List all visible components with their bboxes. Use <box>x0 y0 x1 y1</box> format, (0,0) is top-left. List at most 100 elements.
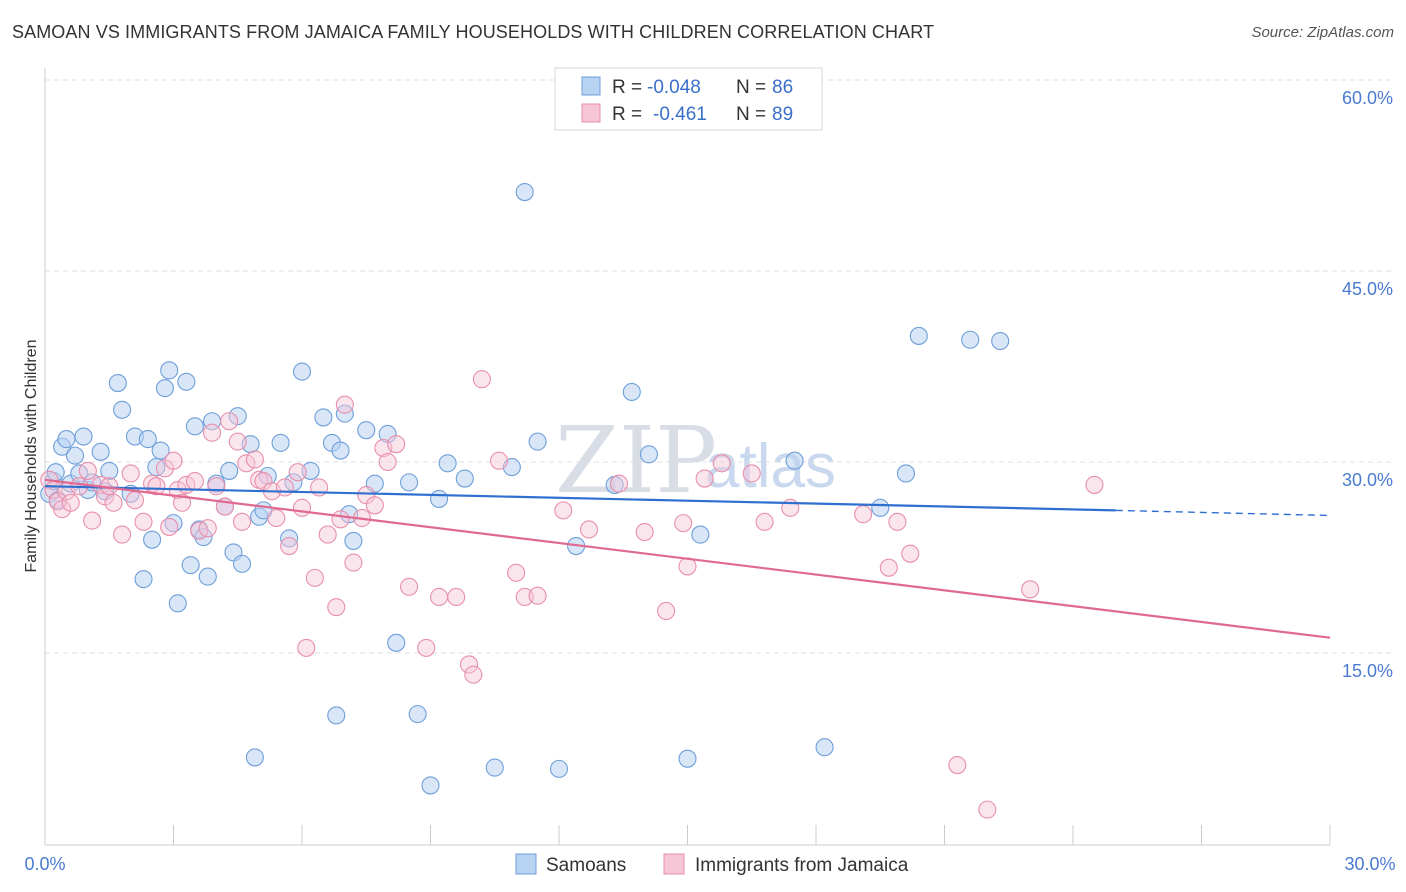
samoans-point <box>232 554 252 573</box>
jamaica-point <box>609 474 629 493</box>
jamaica-point <box>275 478 294 497</box>
jamaica-point <box>879 558 898 577</box>
jamaica-point <box>888 512 907 531</box>
bottom-legend-swatch-samoans <box>515 853 537 875</box>
samoans-point <box>301 461 320 480</box>
samoans-point <box>549 759 569 778</box>
jamaica-point <box>220 412 239 431</box>
watermark-atlas: atlas <box>705 432 836 501</box>
jamaica-point <box>327 598 346 617</box>
samoans-point <box>528 432 547 451</box>
samoans-point <box>815 738 834 757</box>
samoans-point <box>515 183 534 202</box>
samoans-point <box>622 382 641 402</box>
jamaica-point <box>447 587 466 607</box>
jamaica-point <box>674 514 693 533</box>
legend-samoans-r-label: R = <box>612 77 642 98</box>
samoans-point <box>74 427 93 446</box>
samoans-point <box>961 330 980 349</box>
samoans-point <box>134 570 153 589</box>
samoans-point <box>271 433 290 452</box>
jamaica-point <box>489 451 509 470</box>
samoans-trend-extension <box>1115 509 1331 517</box>
jamaica-point <box>365 496 384 515</box>
samoans-point <box>357 421 376 440</box>
trend-lines <box>44 478 1331 639</box>
legend-samoans-r-value: -0.048 <box>647 77 701 98</box>
jamaica-point <box>203 423 222 442</box>
samoans-point <box>220 461 239 480</box>
jamaica-trend-line <box>44 478 1331 639</box>
y-tick-label-2: 45.0% <box>1342 279 1393 299</box>
samoans-point <box>143 530 162 549</box>
samoans-point <box>91 442 110 461</box>
jamaica-point <box>387 435 406 454</box>
jamaica-point <box>507 563 526 582</box>
samoans-point <box>151 441 170 460</box>
samoans-point <box>785 451 804 470</box>
jamaica-point <box>1085 475 1104 494</box>
samoans-point <box>400 473 419 492</box>
samoans-point <box>896 464 916 483</box>
y-tick-labels: 15.0% 30.0% 45.0% 60.0% <box>1342 88 1393 681</box>
jamaica-point <box>901 544 920 563</box>
jamaica-point <box>237 454 256 473</box>
samoans-point <box>331 441 350 460</box>
jamaica-point <box>579 520 599 539</box>
samoans-point <box>430 489 449 508</box>
jamaica-point <box>1021 580 1040 599</box>
jamaica-point <box>400 577 419 596</box>
source-credit: Source: ZipAtlas.com <box>1251 24 1394 41</box>
jamaica-point <box>164 451 183 470</box>
samoans-point <box>65 446 85 465</box>
bottom-legend-jamaica: Immigrants from Jamaica <box>695 855 909 876</box>
jamaica-point <box>280 536 299 556</box>
jamaica-point <box>635 522 654 542</box>
samoans-point <box>455 469 474 488</box>
samoans-point <box>168 594 187 613</box>
samoans-point <box>198 567 217 586</box>
jamaica-point <box>464 665 483 684</box>
jamaica-point <box>378 452 397 472</box>
legend-samoans-n-label: N = <box>736 77 766 98</box>
samoans-point <box>155 379 174 398</box>
samoans-point <box>438 454 457 473</box>
y-tick-label-0: 15.0% <box>1342 661 1393 681</box>
jamaica-point <box>657 601 676 621</box>
jamaica-point <box>125 491 144 510</box>
jamaica-point <box>695 469 714 488</box>
samoans-point <box>181 556 200 575</box>
jamaica-point <box>978 800 997 819</box>
y-tick-label-1: 30.0% <box>1342 470 1393 490</box>
jamaica-point <box>83 511 102 530</box>
samoans-point <box>292 362 312 381</box>
jamaica-point <box>417 638 436 657</box>
jamaica-point <box>292 498 312 517</box>
samoans-point <box>228 407 247 426</box>
legend-jamaica-n-value: 89 <box>772 104 793 125</box>
samoans-point <box>485 758 504 777</box>
jamaica-point <box>78 461 97 480</box>
jamaica-point <box>61 493 80 512</box>
jamaica-point <box>228 432 247 451</box>
samoans-point <box>100 461 119 480</box>
jamaica-point <box>430 587 449 607</box>
jamaica-point <box>742 464 761 483</box>
samoans-point <box>691 525 710 544</box>
samoans-point <box>327 706 346 725</box>
samoans-point <box>113 400 132 419</box>
jamaica-point <box>554 501 573 520</box>
jamaica-point <box>948 756 967 775</box>
jamaica-point <box>288 463 307 482</box>
bottom-legend-swatch-jamaica <box>663 853 685 875</box>
jamaica-point <box>232 512 252 531</box>
samoans-point <box>185 417 204 436</box>
jamaica-point <box>207 477 226 496</box>
top-legend: R = -0.048 N = 86 R = -0.461 N = 89 <box>554 67 823 131</box>
samoans-point <box>138 430 157 449</box>
jamaica-point <box>712 454 731 473</box>
jamaica-point <box>297 638 316 657</box>
samoans-point <box>387 633 406 652</box>
series-jamaica-points <box>40 370 1104 819</box>
jamaica-point <box>267 508 286 528</box>
